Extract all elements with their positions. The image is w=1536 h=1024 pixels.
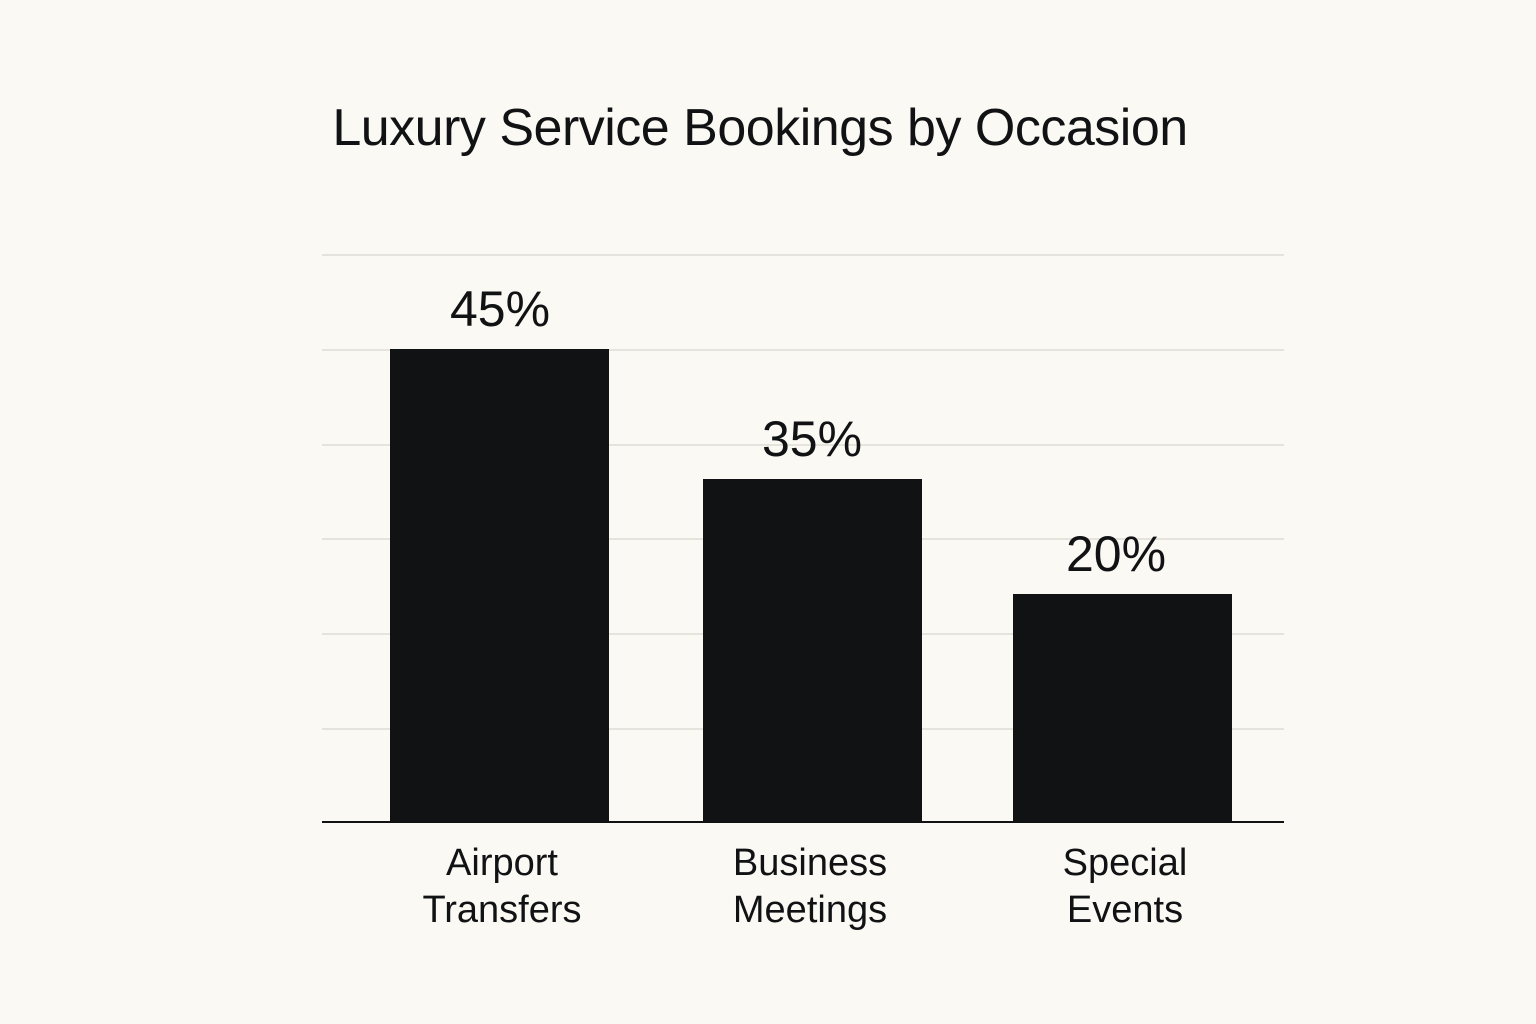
x-label-line: Airport xyxy=(446,842,558,884)
gridline xyxy=(322,254,1284,256)
bar-airport-transfers xyxy=(390,349,609,822)
value-label-business-meetings: 35% xyxy=(761,411,863,467)
bar-business-meetings xyxy=(703,479,922,822)
x-label-line: Events xyxy=(1066,889,1184,931)
gridline xyxy=(322,349,1284,351)
x-axis-line xyxy=(322,821,1284,823)
x-label-business-meetings: Business Meetings xyxy=(660,840,960,934)
x-label-line: Business xyxy=(732,842,888,884)
x-label-airport-transfers: Airport Transfers xyxy=(352,840,652,934)
value-label-special-events: 20% xyxy=(1065,526,1167,582)
x-label-special-events: Special Events xyxy=(975,840,1275,934)
bar-special-events xyxy=(1013,594,1232,822)
x-label-line: Transfers xyxy=(422,889,582,931)
gridline xyxy=(322,444,1284,446)
plot-area xyxy=(322,254,1284,823)
value-label-airport-transfers: 45% xyxy=(449,281,551,337)
chart-title: Luxury Service Bookings by Occasion xyxy=(332,99,1188,157)
x-label-line: Special xyxy=(1062,842,1188,884)
x-label-line: Meetings xyxy=(732,889,888,931)
